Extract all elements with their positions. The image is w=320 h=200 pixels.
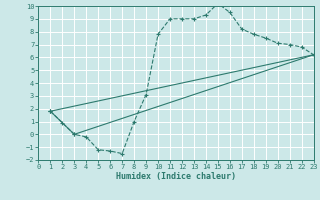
X-axis label: Humidex (Indice chaleur): Humidex (Indice chaleur) [116,172,236,181]
